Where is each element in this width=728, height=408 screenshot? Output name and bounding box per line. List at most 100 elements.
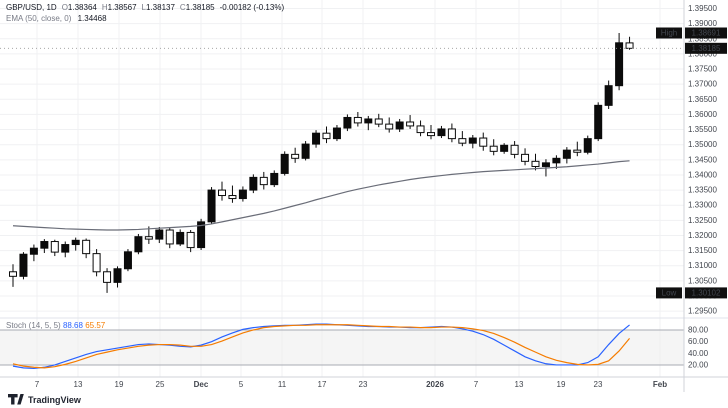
time-tick-label: Dec <box>194 380 209 389</box>
last-price-badge-bg <box>685 42 727 54</box>
symbol-legend[interactable]: GBP/USD, 1D O1.38364 H1.38567 L1.38137 C1.38… <box>6 3 284 12</box>
ema-label: EMA (50, close, 0) <box>6 14 72 23</box>
low-key: L <box>141 3 146 12</box>
time-tick-label: 7 <box>474 380 479 389</box>
time-tick-label: Feb <box>653 380 667 389</box>
candle <box>458 138 467 144</box>
tradingview-logo-icon <box>8 394 24 405</box>
candle <box>270 172 279 186</box>
candle <box>280 153 289 174</box>
ema-value: 1.34468 <box>77 14 107 23</box>
candle <box>301 143 310 159</box>
time-tick-label: 11 <box>278 380 287 389</box>
price-tick-label: 1.33500 <box>688 186 717 195</box>
price-tick-label: 1.33000 <box>688 201 717 210</box>
time-tick-label: 25 <box>156 380 165 389</box>
candle <box>50 241 59 253</box>
last-price-badge: 1.38185 <box>692 44 721 53</box>
stoch-tick-label: 40.00 <box>688 349 709 358</box>
candle <box>228 195 237 200</box>
grid-layer <box>0 0 684 377</box>
stoch-tick-label: 20.00 <box>688 360 709 369</box>
candle <box>500 144 509 152</box>
open-key: O <box>61 3 68 12</box>
candle <box>521 153 530 162</box>
low-marker-value: 1.30102 <box>692 288 721 297</box>
high-marker-value: 1.38691 <box>692 29 721 38</box>
price-tick-label: 1.38000 <box>688 49 717 58</box>
high-value: 1.38567 <box>107 3 137 12</box>
candle <box>186 231 195 249</box>
candle <box>562 149 571 159</box>
price-tick-label: 1.31500 <box>688 246 717 255</box>
low-value: 1.38137 <box>146 3 175 12</box>
price-tick-label: 1.32500 <box>688 216 717 225</box>
candle <box>332 127 341 140</box>
candle <box>625 42 634 49</box>
candle <box>113 268 122 283</box>
candle <box>510 144 519 155</box>
stoch-tick-label: 60.00 <box>688 337 709 346</box>
price-tick-label: 1.39000 <box>688 19 717 28</box>
price-tick-label: 1.38500 <box>688 34 717 43</box>
time-tick-label: 5 <box>239 380 244 389</box>
tradingview-logo-text: TradingView <box>28 394 81 405</box>
symbol-title[interactable]: GBP/USD, 1D <box>6 3 57 12</box>
candle <box>604 85 613 106</box>
price-tick-label: 1.36000 <box>688 110 717 119</box>
candle <box>92 253 101 273</box>
high-marker-label-bg <box>656 27 682 39</box>
candle <box>176 231 185 245</box>
price-tick-label: 1.32000 <box>688 231 717 240</box>
candles-layer <box>0 33 684 293</box>
candle <box>416 125 425 134</box>
time-axis[interactable]: 7 13 19 25 Dec 5 11 17 23 2026 7 13 19 23 Feb <box>35 380 667 389</box>
change-value: -0.00182 (-0.13%) <box>219 3 285 12</box>
candle <box>259 176 268 186</box>
candle <box>437 128 446 137</box>
candle <box>207 189 216 223</box>
low-marker-label-bg <box>656 287 682 299</box>
time-tick-label: 23 <box>594 380 603 389</box>
candle <box>249 176 258 191</box>
candle <box>134 236 143 253</box>
candle <box>291 153 300 159</box>
price-tick-label: 1.37500 <box>688 65 717 74</box>
time-tick-label: 7 <box>35 380 40 389</box>
candle <box>165 229 174 245</box>
high-marker-label: High <box>661 29 677 38</box>
candle <box>594 104 603 140</box>
price-tick-label: 1.29500 <box>688 307 717 316</box>
candle <box>573 149 582 153</box>
candle <box>238 189 247 200</box>
time-tick-label: 13 <box>74 380 83 389</box>
candle <box>40 241 49 249</box>
stoch-legend[interactable]: Stoch (14, 5, 5) 88.68 65.57 <box>6 321 105 330</box>
time-tick-label: 17 <box>318 380 327 389</box>
close-key: C <box>179 3 186 12</box>
price-tick-label: 1.36500 <box>688 95 717 104</box>
candle <box>353 116 362 124</box>
candle <box>312 132 321 145</box>
candle <box>583 138 592 153</box>
candle <box>29 247 38 255</box>
price-tick-label: 1.35500 <box>688 125 717 134</box>
price-tick-label: 1.34500 <box>688 155 717 164</box>
tradingview-logo[interactable]: TradingView <box>8 394 81 405</box>
candle <box>479 137 488 147</box>
ema-legend[interactable]: EMA (50, close, 0) 1.34468 <box>6 14 107 23</box>
stoch-tick-label: 80.00 <box>688 325 709 334</box>
candle <box>427 132 435 137</box>
candle <box>552 157 561 164</box>
candle <box>343 116 352 129</box>
time-tick-label: 13 <box>515 380 524 389</box>
stochastic-pane[interactable] <box>0 323 684 370</box>
candle <box>155 229 164 240</box>
time-tick-label: 19 <box>115 380 124 389</box>
close-value: 1.38185 <box>185 3 215 12</box>
candle <box>406 121 415 127</box>
stoch-d-line <box>12 324 631 369</box>
candle <box>364 118 373 124</box>
